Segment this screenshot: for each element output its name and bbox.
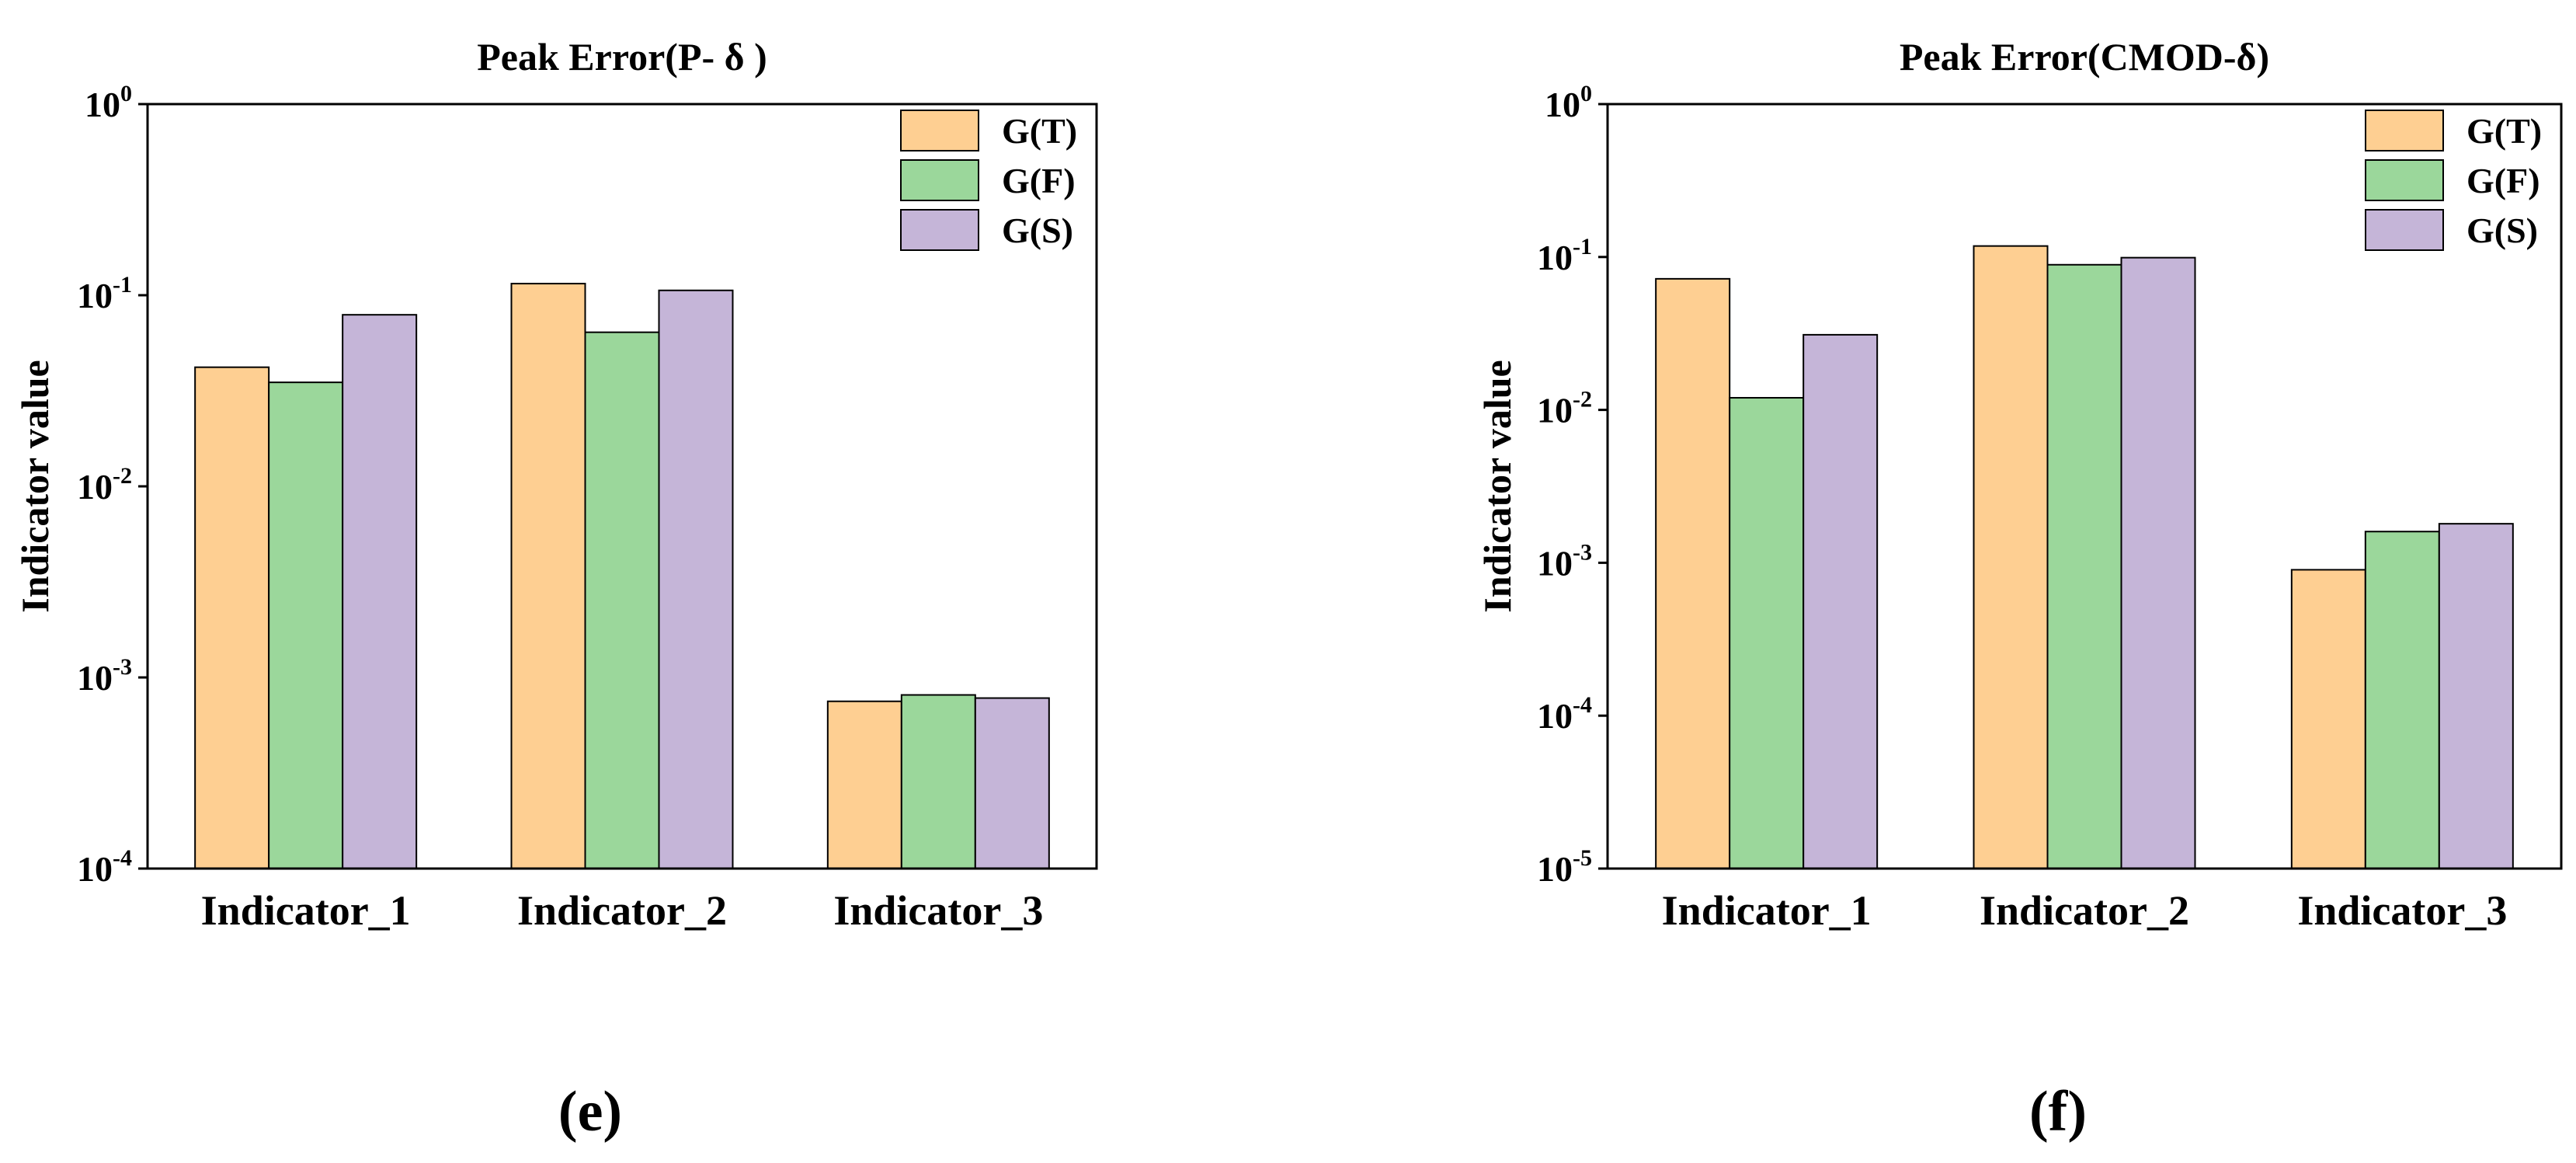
y-tick-label: 10-3: [1537, 539, 1592, 583]
bar-G(S)-Indicator_2: [658, 289, 734, 869]
legend-swatch: [900, 159, 979, 201]
y-axis-label: Indicator value: [1476, 360, 1519, 613]
bar-G(S)-Indicator_2: [2120, 256, 2196, 869]
bar-G(F)-Indicator_2: [584, 331, 660, 869]
bar-G(S)-Indicator_1: [1803, 333, 1879, 869]
legend-label: G(T): [1002, 111, 1077, 151]
legend-swatch: [2365, 110, 2444, 151]
bar-G(T)-Indicator_2: [1973, 245, 2049, 869]
y-tick-label: 10-4: [1537, 692, 1592, 736]
bar-G(F)-Indicator_1: [268, 381, 344, 870]
legend-label: G(F): [2466, 161, 2540, 200]
bar-G(T)-Indicator_2: [510, 283, 586, 869]
y-tick-label: 100: [85, 81, 132, 124]
plot-frame: [1606, 103, 2563, 870]
bar-G(S)-Indicator_3: [2438, 523, 2514, 869]
y-tick-label: 10-3: [77, 654, 132, 698]
chart-title: Peak Error(P- δ ): [477, 35, 767, 78]
bar-G(T)-Indicator_1: [194, 366, 270, 869]
x-tick-label: Indicator_3: [2297, 887, 2507, 934]
y-axis-label: Indicator value: [13, 360, 57, 613]
bar-G(F)-Indicator_1: [1729, 397, 1805, 869]
bar-G(F)-Indicator_3: [900, 694, 976, 870]
panel-label: (f): [2029, 1080, 2087, 1144]
legend: G(T) G(F) G(S): [2365, 110, 2542, 251]
bar-G(S)-Indicator_1: [342, 314, 418, 870]
bar-G(T)-Indicator_3: [2290, 569, 2366, 870]
legend: G(T) G(F) G(S): [900, 110, 1077, 251]
bar-G(T)-Indicator_3: [826, 700, 902, 869]
y-tick-label: 10-2: [1537, 387, 1592, 430]
bar-G(S)-Indicator_3: [974, 697, 1050, 870]
chart-panel-2: Peak Error(CMOD-δ) Indicator_1 Indicator_2…: [1476, 35, 2563, 1144]
legend-swatch: [900, 110, 979, 151]
legend-label: G(S): [1002, 211, 1073, 250]
y-tick-label: 10-4: [77, 845, 132, 889]
x-tick-label: Indicator_3: [833, 887, 1043, 934]
y-tick-label: 10-1: [77, 272, 132, 315]
legend-label: G(T): [2466, 111, 2542, 151]
y-tick-label: 10-1: [1537, 234, 1592, 277]
y-tick-label: 10-2: [77, 463, 132, 507]
legend-label: G(F): [1002, 161, 1076, 200]
chart-panel-1: Peak Error(P- δ ) Indicator_1 Indicator_2 I…: [13, 35, 1098, 1144]
bar-G(F)-Indicator_3: [2364, 531, 2440, 869]
y-tick-label: 10-5: [1537, 845, 1592, 889]
legend-swatch: [2365, 159, 2444, 201]
panel-label: (e): [558, 1080, 622, 1144]
y-tick-label: 100: [1545, 81, 1592, 124]
bar-G(F)-Indicator_2: [2046, 263, 2122, 869]
x-tick-label: Indicator_1: [201, 887, 411, 934]
legend-swatch: [900, 209, 979, 251]
x-tick-label: Indicator_2: [517, 887, 727, 934]
legend-swatch: [2365, 209, 2444, 251]
x-tick-label: Indicator_2: [1980, 887, 2189, 934]
x-tick-label: Indicator_1: [1662, 887, 1872, 934]
chart-title: Peak Error(CMOD-δ): [1900, 35, 2269, 78]
bar-G(T)-Indicator_1: [1655, 277, 1731, 869]
legend-label: G(S): [2466, 211, 2538, 250]
